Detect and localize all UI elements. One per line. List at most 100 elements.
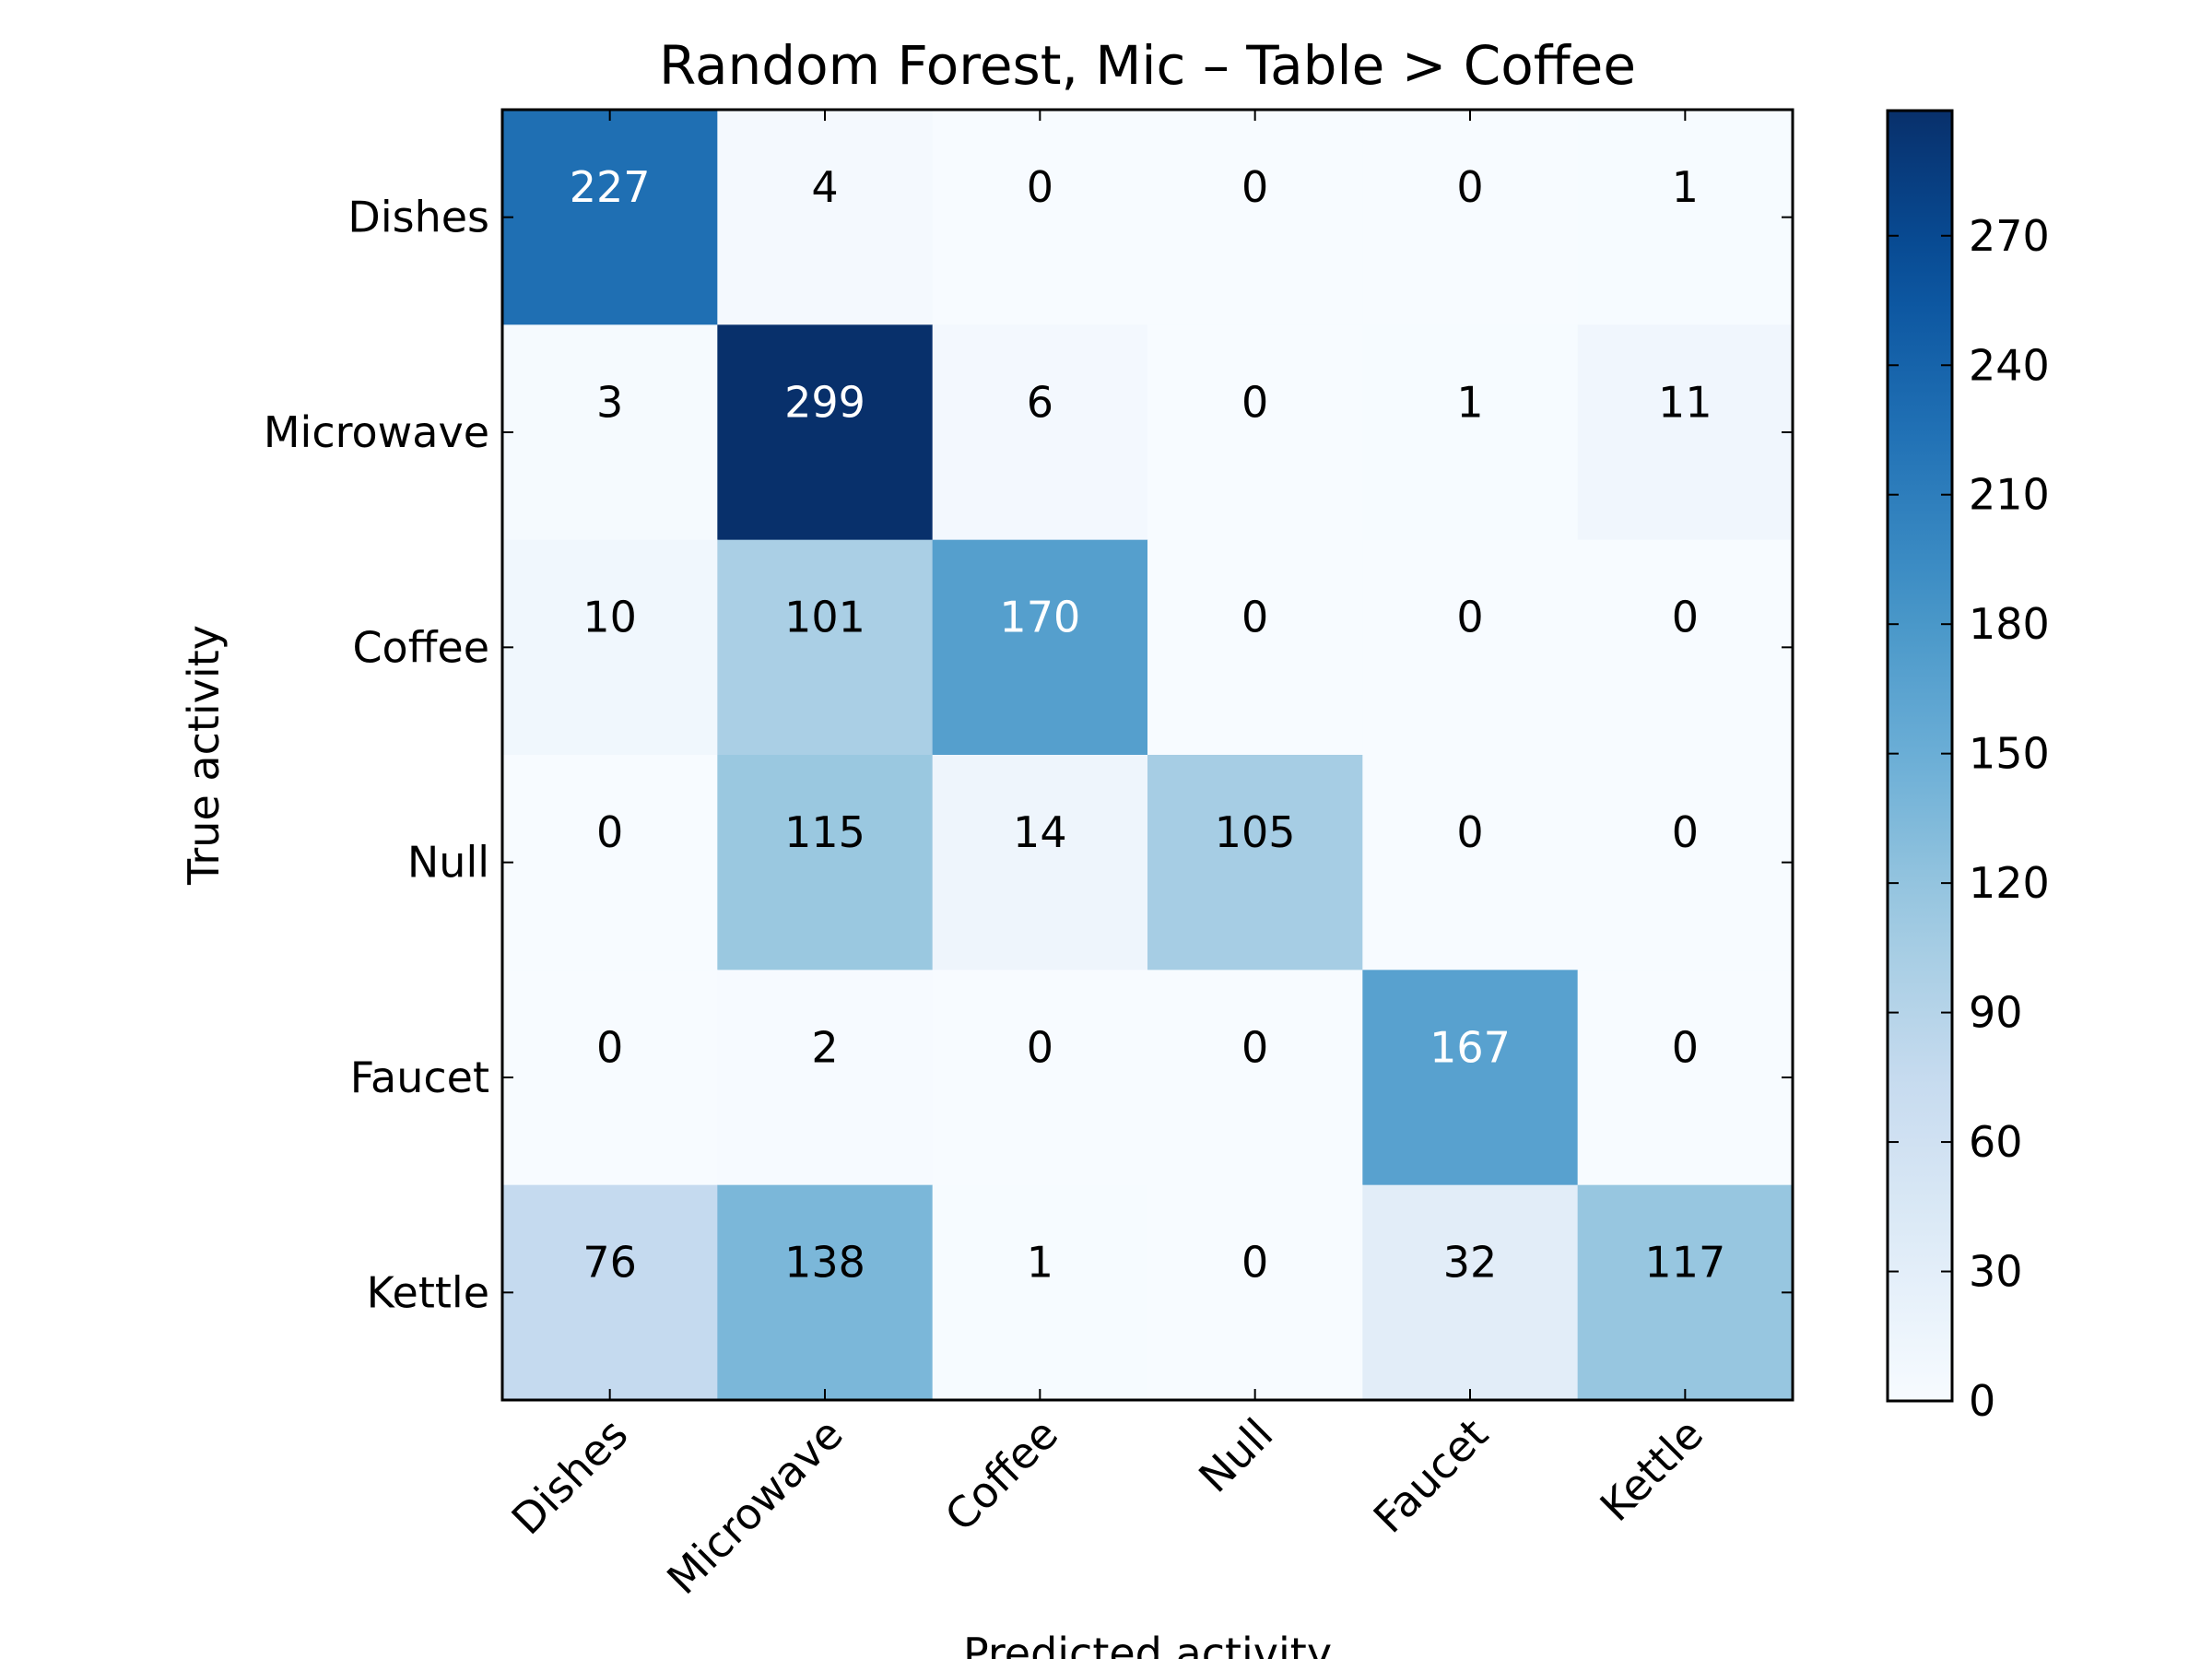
cell-value-label: 0 [1456,593,1483,642]
heatmap-cell [932,324,1148,541]
cell-value-label: 0 [1241,162,1268,212]
heatmap-cell [717,324,934,541]
colorbar-tick-label: 270 [1969,211,2050,261]
heatmap-cell [932,755,1148,971]
heatmap-cell [932,110,1148,325]
heatmap-cell [502,110,718,325]
heatmap-cell [717,1184,934,1401]
cell-value-label: 10 [582,593,637,642]
heatmap-cell [1577,110,1794,325]
y-tick-label: Faucet [350,1053,489,1102]
heatmap-cell [1147,970,1363,1186]
cell-value-label: 32 [1443,1238,1498,1288]
colorbar-tick-label: 0 [1969,1376,1995,1426]
heatmap-cell [1577,1184,1794,1401]
colorbar-tick-label: 150 [1969,729,2050,779]
heatmap-cell [1147,539,1363,756]
cell-value-label: 1 [1672,162,1699,212]
cell-value-label: 76 [582,1238,637,1288]
cell-value-label: 101 [784,593,865,642]
cell-value-label: 4 [811,162,838,212]
cell-value-label: 105 [1215,807,1296,857]
heatmap-cell [717,755,934,971]
cell-value-label: 0 [1672,807,1699,857]
cell-value-label: 1 [1456,377,1483,427]
cell-value-label: 1 [1027,1238,1053,1288]
heatmap-cell [1362,324,1579,541]
heatmap-cell [1362,539,1579,756]
cell-value-label: 115 [784,807,865,857]
heatmap-cell [932,1184,1148,1401]
heatmap-cell [1362,755,1579,971]
heatmap-cell [717,539,934,756]
heatmap-cell [1147,110,1363,325]
heatmap-cell [502,755,718,971]
heatmap-cell [1577,970,1794,1186]
heatmap-cell [1362,110,1579,325]
heatmap-cell [1362,970,1579,1186]
colorbar-frame [1886,109,1954,1403]
cell-value-label: 0 [596,807,623,857]
y-tick-label: Null [407,838,489,888]
heatmap-cell [932,970,1148,1186]
y-tick-label: Kettle [367,1267,489,1317]
y-tick-label: Dishes [347,193,489,242]
colorbar-tick-label: 240 [1969,340,2050,390]
heatmap-cell [717,110,934,325]
colorbar-tick-label: 120 [1969,858,2050,908]
cell-value-label: 0 [1241,1238,1268,1288]
x-axis-label: Predicted activity [963,1629,1332,1659]
cell-value-label: 0 [1027,162,1053,212]
plot-frame [500,108,1794,1402]
heatmap-cell [502,324,718,541]
cell-value-label: 0 [1241,593,1268,642]
heatmap-cell [1147,755,1363,971]
cell-value-label: 170 [999,593,1080,642]
heatmap-cell [502,539,718,756]
heatmap-cell [1147,1184,1363,1401]
cell-value-label: 6 [1027,377,1053,427]
colorbar-tick-label: 180 [1969,599,2050,649]
cell-value-label: 0 [596,1022,623,1072]
cell-value-label: 3 [596,377,623,427]
colorbar-gradient [1888,111,1952,1401]
heatmap-cell [1577,539,1794,756]
colorbar-tick-label: 90 [1969,988,2023,1038]
y-tick-label: Microwave [264,407,489,457]
heatmap-cell [932,539,1148,756]
colorbar-tick-label: 210 [1969,470,2050,520]
colorbar-tick-label: 30 [1969,1247,2023,1297]
colorbar-ticks: 0 30 60 90 120 150 180 210 240 270 [1888,211,2050,1426]
cell-value-label: 0 [1241,1022,1268,1072]
cell-value-label: 117 [1644,1238,1725,1288]
cell-value-label: 11 [1658,377,1712,427]
axis-tick-marks [502,110,1793,1400]
cell-value-label: 14 [1013,807,1067,857]
cell-value-label: 167 [1430,1022,1511,1072]
cell-value-label: 299 [784,377,865,427]
cell-value-label: 0 [1672,593,1699,642]
heatmap-cell [1362,1184,1579,1401]
heatmap-cells [502,110,1794,1401]
colorbar: 0 30 60 90 120 150 180 210 240 270 [1886,109,2050,1426]
cell-value-label: 2 [811,1022,838,1072]
cell-value-label: 138 [784,1238,865,1288]
heatmap-cell [1577,755,1794,971]
heatmap-cell [502,1184,718,1401]
y-axis-label: True activity [179,625,229,886]
y-tick-labels: Dishes Microwave Coffee Null Faucet Kettle [264,193,489,1318]
cell-value-label: 0 [1241,377,1268,427]
cell-value-label: 0 [1456,807,1483,857]
cell-value-label: 227 [570,162,651,212]
chart-title: Random Forest, Mic – Table > Coffee [659,34,1636,97]
heatmap-cell [1577,324,1794,541]
cell-value-label: 0 [1672,1022,1699,1072]
heatmap-cell [502,970,718,1186]
heatmap-cell [1147,324,1363,541]
cell-value-label: 0 [1456,162,1483,212]
y-tick-label: Coffee [352,622,489,672]
colorbar-tick-label: 60 [1969,1117,2023,1167]
heatmap-cell [717,970,934,1186]
